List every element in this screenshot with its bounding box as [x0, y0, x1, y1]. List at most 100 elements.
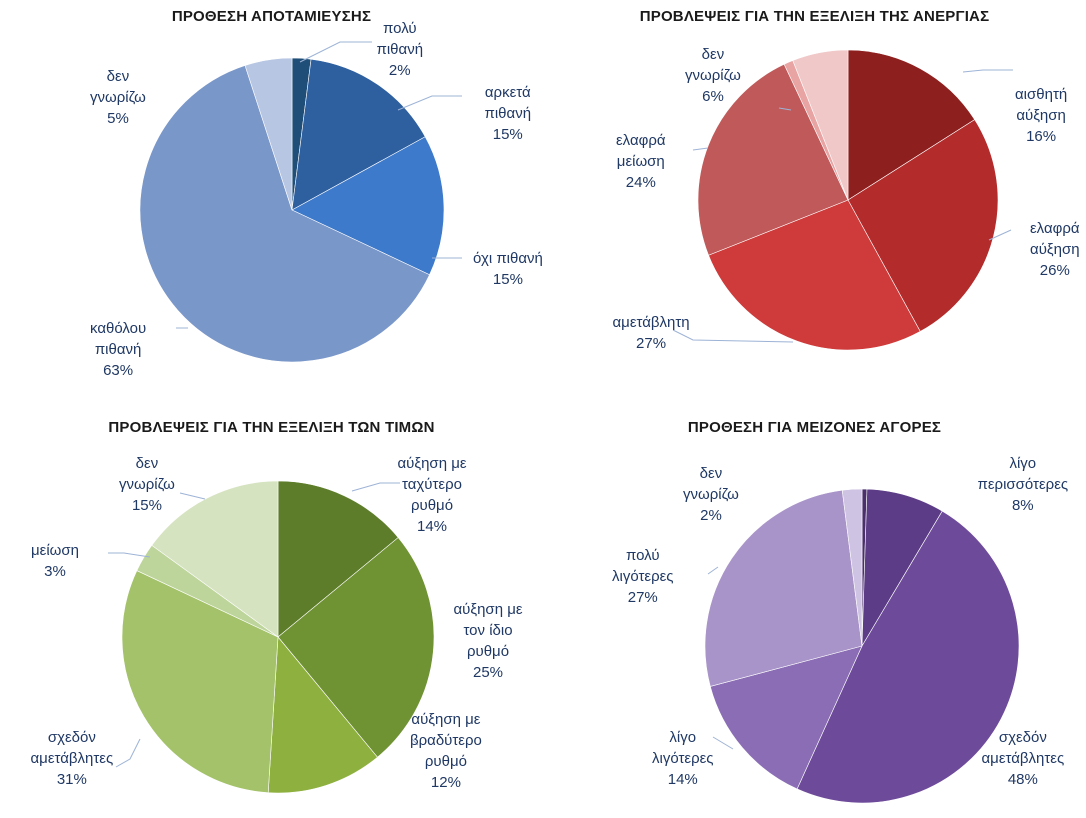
- slice-label-text: όχι πιθανή: [473, 250, 543, 267]
- slice-label-text: πιθανή: [484, 105, 532, 122]
- slice-label-text: ρυθμό: [410, 497, 454, 514]
- leader-line: [707, 566, 719, 575]
- leader-line: [672, 329, 794, 343]
- slice-percent: 48%: [1007, 771, 1038, 788]
- leader-line: [712, 736, 734, 750]
- slice-percent: 5%: [107, 110, 129, 127]
- leader-line: [988, 229, 1012, 241]
- slice-percent: 31%: [56, 771, 87, 788]
- slice-label-text: τον ίδιο: [463, 622, 513, 639]
- slice-label-text: αύξηση με: [397, 455, 467, 472]
- pie-slice: [847, 119, 999, 332]
- pie-panel-unemployment-forecast: ΠΡΟΒΛΕΨΕΙΣ ΓΙΑ ΤΗΝ ΕΞΕΛΙΞΗ ΤΗΣ ΑΝΕΡΓΙΑΣ …: [543, 0, 1086, 409]
- slice-label-text: γνωρίζω: [685, 67, 741, 84]
- slice-label-text: ταχύτερο: [402, 476, 462, 493]
- pie-slice: [291, 136, 445, 276]
- slice-data-label: δεν γνωρίζω 15%: [119, 453, 175, 516]
- slice-label-text: αισθητή: [1015, 86, 1068, 103]
- slice-label-text: αύξηση με: [453, 601, 523, 618]
- slice-data-label: αμετάβλητη 27%: [613, 312, 690, 354]
- slice-label-text: πιθανή: [376, 41, 424, 58]
- slice-label-text: μείωση: [31, 542, 79, 559]
- pie-slice: [847, 49, 976, 201]
- slice-label-text: λιγότερες: [652, 750, 714, 767]
- slice-percent: 14%: [417, 518, 448, 535]
- slice-data-label: ελαφρά μείωση 24%: [616, 130, 666, 193]
- leader-line: [397, 95, 462, 111]
- slice-percent: 8%: [1011, 497, 1034, 514]
- slice-percent: 12%: [430, 774, 461, 791]
- slice-label-text: δεν: [106, 68, 130, 85]
- slice-data-label: αύξηση με τον ίδιο ρυθμό 25%: [454, 599, 523, 683]
- slice-data-label: πολύ πιθανή 2%: [377, 18, 424, 81]
- slice-label-text: ελαφρά: [1030, 220, 1080, 237]
- chart-title: ΠΡΟΘΕΣΗ ΓΙΑ ΜΕΙΖΟΝΕΣ ΑΓΟΡΕΣ: [687, 419, 942, 436]
- slice-label-text: καθόλου: [90, 320, 147, 337]
- leader-line: [411, 738, 419, 746]
- slice-percent: 2%: [388, 62, 411, 79]
- slice-label-text: αμετάβλητη: [612, 314, 690, 331]
- slice-data-label: ελαφρά αύξηση 26%: [1030, 218, 1080, 281]
- pie-slice: [841, 488, 863, 647]
- pie-panel-saving-intention: ΠΡΟΘΕΣΗ ΑΠΟΤΑΜΙΕΥΣΗΣ πολύ πιθανή 2% αρκετά π…: [0, 0, 543, 409]
- pie-slice: [792, 49, 849, 201]
- slice-label-text: γνωρίζω: [119, 476, 175, 493]
- slice-data-label: αύξηση με βραδύτερο ρυθμό 12%: [410, 709, 482, 793]
- slice-data-label: δεν γνωρίζω 5%: [90, 66, 146, 129]
- slice-label-text: πολύ: [625, 547, 660, 564]
- pie-panel-prices-forecast: ΠΡΟΒΛΕΨΕΙΣ ΓΙΑ ΤΗΝ ΕΞΕΛΙΞΗ ΤΩΝ ΤΙΜΩΝ αύξ…: [0, 409, 543, 818]
- slice-label-text: ρυθμό: [424, 753, 467, 770]
- slice-label-text: λίγο: [669, 729, 697, 746]
- leader-line: [692, 147, 709, 151]
- slice-data-label: αύξηση με ταχύτερο ρυθμό 14%: [398, 453, 467, 537]
- slice-label-text: δεν: [701, 46, 725, 63]
- slice-percent: 3%: [44, 563, 66, 580]
- slice-percent: 6%: [702, 88, 724, 105]
- pie-slice: [697, 63, 849, 256]
- slice-percent: 15%: [131, 497, 162, 514]
- pie-slice: [277, 480, 399, 638]
- slice-data-label: πολύ λιγότερες 27%: [612, 545, 674, 608]
- pie-slice: [796, 510, 1020, 804]
- slice-label-text: βραδύτερο: [410, 732, 482, 749]
- pie-slice: [709, 645, 863, 790]
- slice-label-text: αμετάβλητες: [981, 750, 1065, 767]
- slice-percent: 15%: [492, 271, 523, 288]
- leader-line: [778, 107, 792, 111]
- slice-label-text: σχεδόν: [47, 729, 96, 746]
- slice-label-text: πιθανή: [94, 341, 142, 358]
- pie-slice: [121, 570, 279, 794]
- slice-label-text: σχεδόν: [998, 729, 1047, 746]
- slice-percent: 24%: [625, 174, 656, 191]
- slice-label-text: ρυθμό: [466, 643, 510, 660]
- slice-data-label: καθόλου πιθανή 63%: [90, 318, 146, 381]
- slice-percent: 27%: [627, 589, 658, 606]
- pie-chart: [704, 488, 1020, 804]
- slice-data-label: μείωση 3%: [31, 540, 79, 582]
- leader-line: [962, 69, 1013, 73]
- slice-label-text: δεν: [699, 465, 723, 482]
- pie-panel-major-purchases: ΠΡΟΘΕΣΗ ΓΙΑ ΜΕΙΖΟΝΕΣ ΑΓΟΡΕΣ λίγο περισσότ…: [543, 409, 1086, 818]
- pie-chart: [139, 41, 462, 363]
- slice-data-label: δεν γνωρίζω 6%: [685, 44, 741, 107]
- pie-slice: [291, 58, 426, 211]
- pie-slice: [277, 537, 435, 758]
- slice-label-text: λίγο: [1009, 455, 1037, 472]
- leader-line: [299, 41, 372, 63]
- slice-percent: 26%: [1039, 262, 1070, 279]
- slice-percent: 25%: [473, 664, 504, 681]
- slice-label-text: λιγότερες: [612, 568, 674, 585]
- chart-title: ΠΡΟΒΛΕΨΕΙΣ ΓΙΑ ΤΗΝ ΕΞΕΛΙΞΗ ΤΗΣ ΑΝΕΡΓΙΑΣ: [639, 8, 990, 25]
- slice-percent: 63%: [103, 362, 134, 379]
- slice-label-text: αρκετά: [484, 84, 531, 101]
- slice-label-text: αύξηση με: [411, 711, 481, 728]
- slice-data-label: σχεδόν αμετάβλητες 31%: [31, 727, 114, 790]
- pie-slice: [244, 57, 293, 211]
- pie-slice: [139, 65, 430, 363]
- slice-percent: 15%: [492, 126, 523, 143]
- chart-title: ΠΡΟΒΛΕΨΕΙΣ ΓΙΑ ΤΗΝ ΕΞΕΛΙΞΗ ΤΩΝ ΤΙΜΩΝ: [108, 419, 435, 436]
- slice-label-text: περισσότερες: [977, 476, 1069, 493]
- slice-percent: 16%: [1026, 128, 1057, 145]
- leader-line: [115, 738, 141, 768]
- leader-line: [351, 482, 400, 492]
